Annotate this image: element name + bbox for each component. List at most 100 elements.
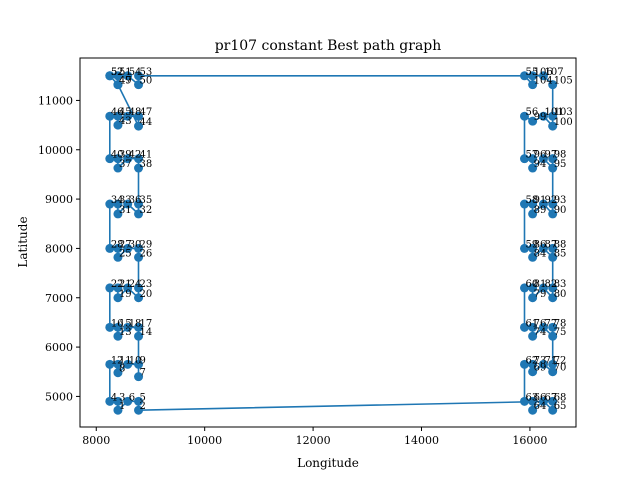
node-label: 37 xyxy=(119,159,132,170)
node-label: 95 xyxy=(554,159,567,170)
path-node xyxy=(123,154,133,164)
path-node xyxy=(548,252,558,262)
node-label: 80 xyxy=(554,289,567,300)
path-node xyxy=(538,154,548,164)
node-label: 47 xyxy=(119,76,132,87)
path-node xyxy=(134,71,144,81)
path-node xyxy=(520,243,530,253)
path-node xyxy=(528,252,538,262)
y-tick-label: 11000 xyxy=(38,94,73,107)
node-label: 38 xyxy=(140,159,153,170)
path-node xyxy=(548,283,558,293)
path-node xyxy=(528,367,538,377)
node-label: 35 xyxy=(140,195,153,206)
node-label: 62 xyxy=(526,355,539,366)
node-label: 26 xyxy=(140,248,153,259)
path-node xyxy=(105,71,115,81)
node-label: 47 xyxy=(140,107,153,118)
node-label: 14 xyxy=(140,327,153,338)
y-tick-label: 7000 xyxy=(45,292,73,305)
path-node xyxy=(113,396,123,406)
path-node xyxy=(528,283,538,293)
node-label: 7 xyxy=(140,368,146,379)
node-label: 90 xyxy=(554,205,567,216)
node-label: 81 xyxy=(534,279,547,290)
y-axis: 5000 6000 7000 8000 9000 10000 11000 xyxy=(38,94,80,403)
node-label: 59 xyxy=(526,239,539,250)
node-label: 77 xyxy=(544,318,557,329)
node-label: 105 xyxy=(554,76,573,87)
node-label: 22 xyxy=(111,279,124,290)
node-label: 76 xyxy=(534,318,547,329)
path-node xyxy=(123,396,133,406)
node-label: 34 xyxy=(111,195,124,206)
path-node xyxy=(105,154,115,164)
node-label: 69 xyxy=(534,363,547,374)
node-label: 24 xyxy=(129,279,142,290)
path-node xyxy=(113,71,123,81)
node-label: 63 xyxy=(526,392,539,403)
node-label: 97 xyxy=(544,150,557,161)
path-node xyxy=(113,359,123,369)
y-tick-label: 8000 xyxy=(45,242,73,255)
node-label: 104 xyxy=(534,76,553,87)
node-label: 100 xyxy=(554,117,573,128)
path-node xyxy=(134,396,144,406)
path-node xyxy=(528,396,538,406)
path-node xyxy=(538,71,548,81)
path-node xyxy=(548,111,558,121)
node-label: 92 xyxy=(544,195,557,206)
node-label: 101 xyxy=(544,107,563,118)
node-label: 52 xyxy=(111,67,124,78)
path-layer xyxy=(109,75,554,412)
y-tick-label: 9000 xyxy=(45,193,73,206)
path-node xyxy=(528,359,538,369)
node-label: 58 xyxy=(526,195,539,206)
path-node xyxy=(113,154,123,164)
path-node xyxy=(123,71,133,81)
path-node xyxy=(548,199,558,209)
node-label: 79 xyxy=(534,289,547,300)
path-node xyxy=(548,243,558,253)
path-node xyxy=(528,243,538,253)
path-node xyxy=(548,80,558,90)
path-node xyxy=(123,283,133,293)
node-label: 72 xyxy=(554,355,567,366)
node-label: 32 xyxy=(140,205,153,216)
path-node xyxy=(548,163,558,173)
node-label: 74 xyxy=(534,327,547,338)
node-label: 8 xyxy=(119,364,125,375)
path-node xyxy=(113,163,123,173)
node-label: 16 xyxy=(111,318,124,329)
path-node xyxy=(134,111,144,121)
y-tick-label: 6000 xyxy=(45,341,73,354)
path-node xyxy=(123,199,133,209)
node-label: 67 xyxy=(544,392,557,403)
path-node xyxy=(113,368,123,378)
path-node xyxy=(548,396,558,406)
path-node xyxy=(520,359,530,369)
node-label: 3 xyxy=(119,392,125,403)
node-label: 49 xyxy=(119,76,132,87)
path-node xyxy=(520,154,530,164)
path-node xyxy=(134,372,144,382)
path-node xyxy=(538,111,548,121)
path-node xyxy=(134,121,144,131)
node-label: 27 xyxy=(119,239,132,250)
path-node xyxy=(538,396,548,406)
node-label: 46 xyxy=(111,107,124,118)
path-node xyxy=(528,199,538,209)
node-label: 56 xyxy=(526,107,539,118)
path-node xyxy=(528,331,538,341)
node-label: 70 xyxy=(554,363,567,374)
x-tick-label: 8000 xyxy=(82,434,110,447)
node-label: 103 xyxy=(554,107,573,118)
path-line xyxy=(109,75,554,412)
node-label: 15 xyxy=(119,318,132,329)
chart-title: pr107 constant Best path graph xyxy=(215,38,442,54)
node-label: 13 xyxy=(119,327,132,338)
path-node xyxy=(548,154,558,164)
path-node xyxy=(548,331,558,341)
